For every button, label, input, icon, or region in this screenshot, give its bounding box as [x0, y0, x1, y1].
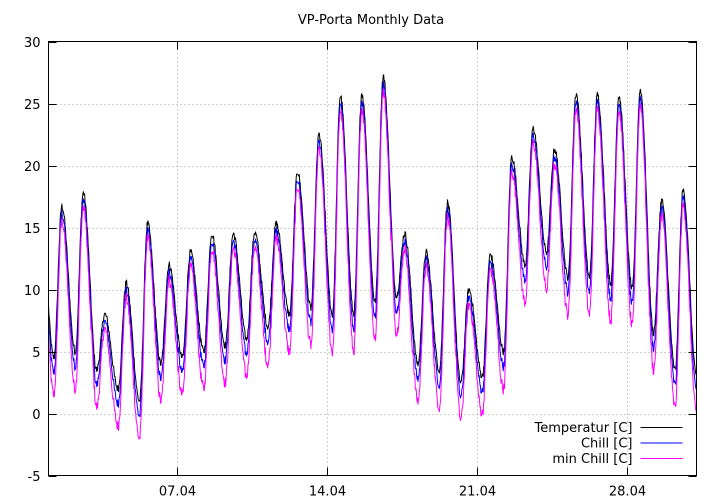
y-tick-label: 0	[32, 408, 40, 423]
tick-layer	[48, 41, 697, 477]
series-line-min-chill-c	[48, 88, 697, 440]
x-tick-label: 21.04	[459, 485, 496, 500]
y-tick-label: 10	[24, 284, 41, 299]
y-tick-label: 30	[24, 36, 41, 51]
legend: Temperatur [C]Chill [C]min Chill [C]	[534, 421, 683, 467]
x-tick-label: 14.04	[309, 485, 346, 500]
y-tick-label: 25	[24, 98, 41, 113]
legend-label: Temperatur [C]	[534, 421, 633, 436]
series-layer	[48, 74, 697, 440]
legend-label: min Chill [C]	[552, 452, 632, 467]
plot-frame	[48, 41, 697, 476]
series-line-temperatur-c	[48, 74, 697, 402]
series-line-chill-c	[48, 81, 697, 417]
label-layer: -5 0 5 10 15 20 25 30 07.04 14.04 21.04 28.04	[24, 36, 646, 500]
y-tick-label: 20	[24, 160, 41, 175]
y-tick-label: 15	[24, 222, 41, 237]
x-tick-label: 07.04	[159, 485, 196, 500]
legend-label: Chill [C]	[581, 437, 633, 452]
y-tick-label: 5	[32, 346, 40, 361]
chart-title: VP-Porta Monthly Data	[298, 13, 444, 28]
y-tick-label: -5	[28, 470, 41, 485]
x-tick-label: 28.04	[609, 485, 646, 500]
